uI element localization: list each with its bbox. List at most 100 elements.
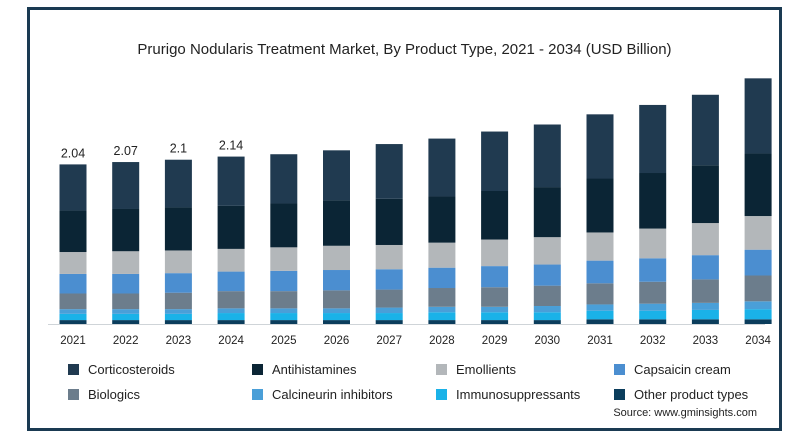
bar-segment-2024-3	[217, 291, 245, 309]
bar-segment-2034-4	[744, 249, 772, 276]
legend-item-calcineurin-inhibitors: Calcineurin inhibitors	[252, 387, 393, 402]
bar-segment-2025-5	[270, 247, 298, 271]
bar-segment-2030-5	[533, 237, 561, 265]
bar-segment-2030-6	[533, 187, 561, 238]
bar-segment-2029-1	[481, 312, 509, 321]
bar-segment-2033-3	[691, 279, 719, 303]
legend-item-other-product-types: Other product types	[614, 387, 748, 402]
bar-segment-2024-2	[217, 308, 245, 314]
bar-segment-2022-3	[112, 293, 140, 310]
bar-segment-2028-3	[428, 288, 456, 307]
bar-segment-2025-6	[270, 203, 298, 248]
bar-segment-2030-0	[533, 320, 561, 324]
bar-segment-2024-0	[217, 320, 245, 324]
bar-segment-2021-3	[59, 293, 87, 310]
x-tick-label-2032: 2032	[640, 335, 666, 347]
bar-segment-2021-7	[59, 164, 87, 211]
bar-segment-2031-6	[586, 178, 614, 233]
x-tick-label-2022: 2022	[113, 335, 139, 347]
bar-segment-2022-1	[112, 313, 140, 321]
bar-segment-2028-4	[428, 267, 456, 289]
bar-segment-2032-6	[639, 173, 667, 229]
bar-segment-2024-6	[217, 205, 245, 249]
legend-swatch	[252, 364, 263, 375]
bar-segment-2025-3	[270, 291, 298, 309]
legend-label: Immunosuppressants	[456, 387, 581, 402]
bar-segment-2021-2	[59, 309, 87, 314]
bar-segment-2027-3	[375, 289, 403, 308]
bar-segment-2026-7	[323, 150, 350, 201]
bar-segment-2032-7	[639, 104, 667, 173]
bar-segment-2023-3	[164, 292, 192, 310]
x-tick-label-2030: 2030	[535, 335, 561, 347]
legend-swatch	[614, 389, 625, 400]
legend-swatch	[68, 364, 79, 375]
bar-segment-2028-7	[428, 138, 456, 197]
chart-title: Prurigo Nodularis Treatment Market, By P…	[137, 41, 672, 58]
legend-label: Emollients	[456, 362, 516, 377]
bar-segment-2027-0	[375, 320, 403, 324]
x-tick-label-2025: 2025	[271, 335, 297, 347]
bar-segment-2028-6	[428, 196, 456, 243]
bar-segment-2030-7	[533, 124, 561, 188]
bar-segment-2030-4	[533, 264, 561, 286]
x-tick-label-2021: 2021	[60, 335, 86, 347]
bar-segment-2021-6	[59, 210, 87, 253]
bar-segment-2028-0	[428, 320, 456, 324]
bar-segment-2034-7	[744, 78, 772, 154]
x-tick-label-2026: 2026	[324, 335, 350, 347]
bar-segment-2033-5	[691, 223, 719, 256]
legend-swatch	[614, 364, 625, 375]
bar-segment-2024-1	[217, 313, 245, 321]
bar-segment-2027-2	[375, 307, 403, 314]
legend-item-corticosteroids: Corticosteroids	[68, 362, 175, 377]
bar-segment-2029-5	[481, 239, 509, 267]
x-tick-label-2029: 2029	[482, 335, 508, 347]
bar-segment-2030-2	[533, 306, 561, 313]
bar-segment-2034-3	[744, 275, 772, 302]
x-tick-label-2023: 2023	[166, 335, 192, 347]
bar-segment-2033-0	[691, 319, 719, 324]
x-tick-label-2033: 2033	[693, 335, 719, 347]
bar-segment-2022-7	[112, 162, 140, 209]
stacked-bar-chart: 2.04 2021 2.07 2022 2.1 2023 2.14 2024 2025 2026 2…	[48, 78, 772, 347]
legend-item-capsaicin-cream: Capsaicin cream	[614, 362, 731, 377]
bar-segment-2034-1	[744, 309, 772, 320]
bar-segment-2024-4	[217, 271, 245, 292]
legend-item-emollients: Emollients	[436, 362, 516, 377]
bar-segment-2027-1	[375, 313, 403, 321]
legend-swatch	[436, 389, 447, 400]
bar-segment-2034-5	[744, 216, 772, 250]
bar-segment-2028-2	[428, 306, 456, 313]
bar-segment-2032-2	[639, 303, 667, 311]
legend-swatch	[436, 364, 447, 375]
bar-segment-2029-3	[481, 287, 509, 307]
bar-segment-2024-7	[217, 156, 245, 206]
legend-swatch	[252, 389, 263, 400]
bar-segment-2031-4	[586, 260, 614, 284]
bar-segment-2032-3	[639, 281, 667, 304]
source-note: Source: www.gminsights.com	[613, 407, 757, 419]
bar-segment-2028-5	[428, 242, 456, 268]
bar-segment-2031-5	[586, 232, 614, 261]
bar-segment-2027-4	[375, 269, 403, 290]
x-tick-label-2024: 2024	[218, 335, 244, 347]
bar-segment-2029-6	[481, 191, 509, 240]
x-tick-label-2031: 2031	[587, 335, 613, 347]
bar-segment-2033-7	[691, 94, 719, 166]
bar-segment-2030-1	[533, 312, 561, 321]
bar-segment-2031-0	[586, 319, 614, 324]
bar-segment-2033-4	[691, 255, 719, 280]
x-tick-label-2027: 2027	[376, 335, 402, 347]
bar-segment-2034-2	[744, 301, 772, 310]
bar-segment-2021-0	[59, 320, 87, 324]
bar-segment-2025-0	[270, 320, 298, 324]
legend-label: Calcineurin inhibitors	[272, 387, 393, 402]
bar-segment-2032-1	[639, 310, 667, 320]
bar-segment-2026-3	[323, 290, 350, 309]
bar-segment-2023-1	[164, 313, 192, 321]
bar-segment-2022-2	[112, 309, 140, 314]
bar-segment-2033-6	[691, 165, 719, 224]
bar-segment-2034-0	[744, 319, 772, 324]
bar-segment-2027-6	[375, 198, 403, 245]
